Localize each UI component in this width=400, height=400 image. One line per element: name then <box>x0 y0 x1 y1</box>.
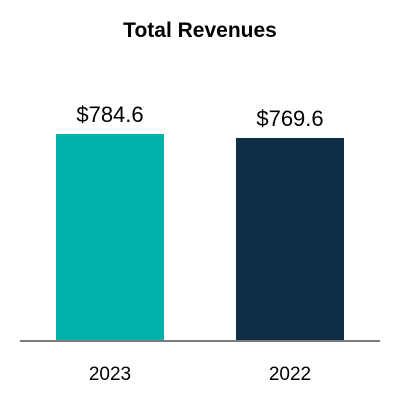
data-labels-group: $784.6 $769.6 <box>76 102 323 131</box>
bars-group <box>56 134 344 340</box>
data-label-2023: $784.6 <box>76 102 143 127</box>
chart-title: Total Revenues <box>123 19 277 42</box>
bar-2023 <box>56 134 164 340</box>
x-tick-labels-group: 2023 2022 <box>89 364 311 385</box>
bar-2022 <box>236 137 344 340</box>
x-tick-label-2022: 2022 <box>269 364 311 385</box>
x-tick-label-2023: 2023 <box>89 364 131 385</box>
data-label-2022: $769.6 <box>256 106 323 131</box>
